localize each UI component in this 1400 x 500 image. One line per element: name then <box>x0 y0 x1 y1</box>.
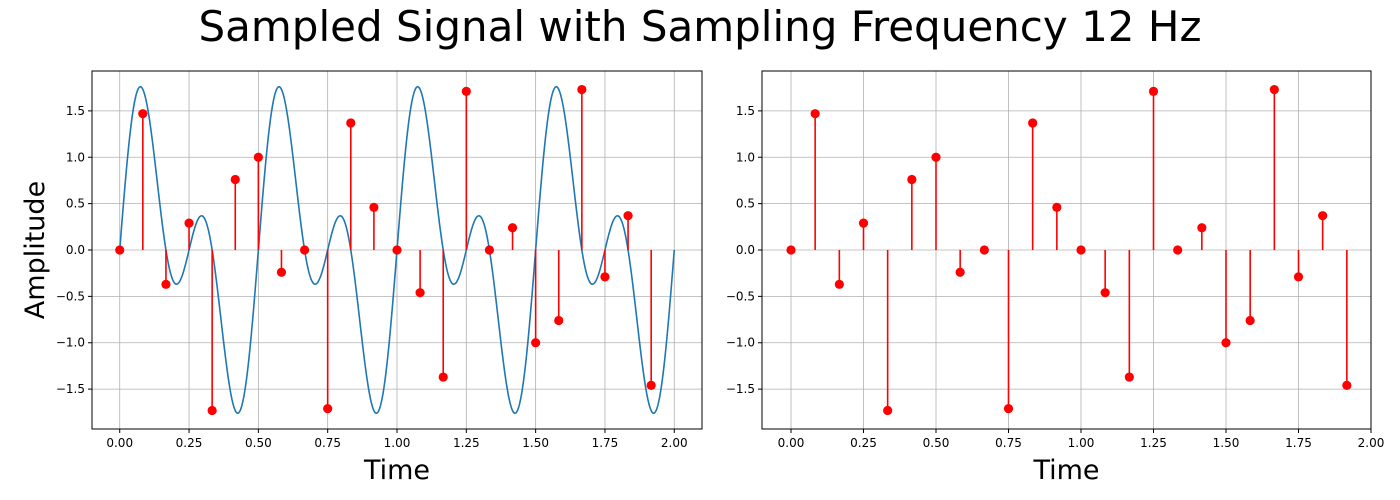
sample-point <box>531 338 541 348</box>
sample-point <box>369 202 379 212</box>
y-tick-label: 0.5 <box>66 197 85 211</box>
sample-point <box>1148 86 1159 97</box>
y-tick-label: −1.0 <box>726 336 755 350</box>
sample-point <box>392 245 402 255</box>
x-tick-label: 2.00 <box>1358 436 1385 450</box>
y-tick-label: 1.0 <box>66 150 85 164</box>
sample-point <box>600 272 610 282</box>
y-tick-label: 0.0 <box>736 243 755 257</box>
x-tick-label: 0.00 <box>106 436 133 450</box>
sample-point <box>858 218 869 228</box>
sample-point <box>299 245 310 255</box>
y-tick-label: −0.5 <box>726 289 755 303</box>
sample-point <box>1221 338 1231 348</box>
sample-point <box>554 315 564 326</box>
x-axis-label: Time <box>1032 455 1099 486</box>
sample-point <box>1124 372 1134 382</box>
sample-point <box>1003 403 1014 414</box>
y-tick-label: −1.5 <box>726 382 755 396</box>
x-tick-label: 0.75 <box>995 436 1022 450</box>
x-tick-label: 1.50 <box>522 436 549 450</box>
subplot-1: 0.00 0.25 0.50 0.75 1.00 1.25 1.50 1.75 2.00 −1.5… <box>20 70 703 486</box>
sample-point <box>955 267 965 277</box>
sample-point <box>438 372 448 382</box>
sample-point <box>461 86 471 97</box>
y-axis-label: Amplitude <box>20 181 51 319</box>
figure-title: Sampled Signal with Sampling Frequency 1… <box>198 2 1202 51</box>
sample-point <box>623 211 633 221</box>
sample-point <box>907 174 917 185</box>
sample-point <box>1245 315 1255 326</box>
sample-point <box>276 267 287 277</box>
sample-point <box>646 380 656 391</box>
x-tick-label: 1.00 <box>1068 436 1095 450</box>
sample-point <box>810 109 820 119</box>
sample-point <box>507 223 518 233</box>
y-tick-label: 1.5 <box>66 104 85 118</box>
sample-point <box>883 405 893 416</box>
y-tick-label: −0.5 <box>56 289 85 303</box>
y-tick-label: −1.0 <box>56 336 85 350</box>
x-tick-label: 1.50 <box>1213 436 1240 450</box>
x-tick-label: 1.75 <box>1285 436 1312 450</box>
x-tick-label: 1.75 <box>592 436 619 450</box>
x-tick-label: 0.25 <box>176 436 203 450</box>
sample-point <box>834 279 844 289</box>
sample-point <box>484 245 495 255</box>
sample-point <box>931 152 941 162</box>
sample-point <box>253 152 263 162</box>
sample-point <box>1293 272 1304 282</box>
sample-point <box>1076 245 1086 255</box>
y-tick-label: 1.5 <box>736 104 755 118</box>
x-tick-label: 1.00 <box>384 436 411 450</box>
sample-point <box>1100 288 1110 298</box>
sample-point <box>577 84 587 95</box>
y-tick-label: 0.5 <box>736 197 755 211</box>
x-axis-label: Time <box>363 455 430 486</box>
x-tick-label: 0.75 <box>314 436 341 450</box>
x-tick-label: 0.25 <box>850 436 877 450</box>
x-tick-label: 1.25 <box>453 436 480 450</box>
sample-point <box>1052 202 1062 212</box>
x-tick-label: 0.50 <box>245 436 272 450</box>
sample-point <box>786 245 796 255</box>
y-tick-label: −1.5 <box>56 382 85 396</box>
sample-point <box>979 245 989 255</box>
sample-point <box>323 403 333 414</box>
sample-point <box>230 174 240 185</box>
sample-point <box>115 245 125 255</box>
sample-point <box>415 288 425 298</box>
sample-point <box>1197 223 1207 233</box>
x-tick-label: 1.25 <box>1140 436 1167 450</box>
x-tick-label: 2.00 <box>661 436 688 450</box>
sample-point <box>184 218 194 228</box>
y-tick-label: 1.0 <box>736 150 755 164</box>
sample-point <box>1342 380 1352 391</box>
sample-point <box>138 109 148 119</box>
sample-point <box>1318 211 1328 221</box>
subplot-2: 0.00 0.25 0.50 0.75 1.00 1.25 1.50 1.75 2.00 −1.5… <box>726 70 1385 486</box>
sample-point <box>1173 245 1183 255</box>
sample-point <box>346 118 356 128</box>
sample-point <box>1269 84 1279 95</box>
x-tick-label: 0.50 <box>923 436 950 450</box>
x-tick-label: 0.00 <box>778 436 805 450</box>
sample-point <box>1028 118 1038 128</box>
y-tick-label: 0.0 <box>66 243 85 257</box>
sample-point <box>207 405 217 416</box>
sample-point <box>161 279 171 289</box>
